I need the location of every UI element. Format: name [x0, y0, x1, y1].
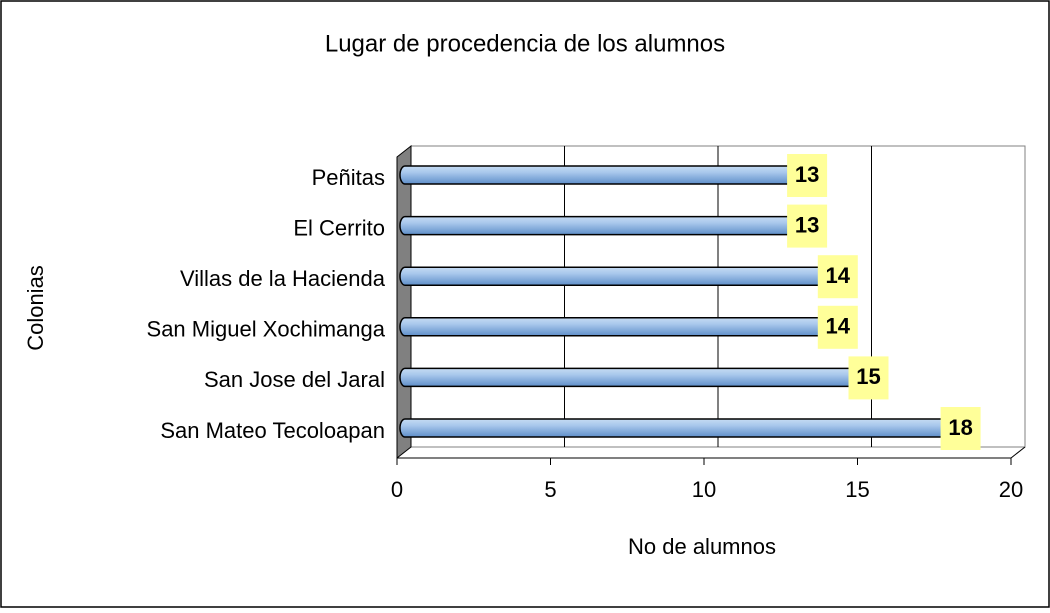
data-label-box — [940, 407, 981, 450]
x-tick-label: 5 — [544, 477, 556, 502]
data-label: 14 — [826, 314, 851, 339]
data-label: 14 — [826, 263, 851, 288]
chart-title: Lugar de procedencia de los alumnos — [325, 30, 725, 57]
bar — [399, 266, 831, 286]
y-tick-label: San Mateo Tecoloapan — [160, 418, 385, 443]
data-label: 18 — [948, 415, 972, 440]
data-label: 13 — [795, 212, 819, 237]
x-axis-title: No de alumnos — [628, 534, 776, 559]
y-tick-label: El Cerrito — [293, 215, 385, 240]
x-tick-label: 20 — [999, 477, 1023, 502]
data-label-box — [817, 305, 858, 349]
data-label-box — [787, 154, 828, 197]
y-axis-title: Colonias — [23, 265, 48, 351]
bar — [399, 418, 954, 438]
bar — [399, 165, 800, 185]
bar — [399, 367, 862, 388]
side-wall — [396, 144, 412, 460]
bar — [399, 215, 800, 236]
y-tick-label: San Miguel Xochimanga — [147, 317, 386, 342]
bar — [399, 317, 831, 337]
data-label: 13 — [795, 162, 819, 187]
y-tick-label: Villas de la Hacienda — [180, 266, 386, 291]
x-tick-label: 15 — [845, 477, 869, 502]
y-tick-label: Peñitas — [312, 165, 385, 190]
x-tick-label: 10 — [692, 477, 716, 502]
data-label-box — [787, 204, 828, 248]
x-tick-label: 0 — [391, 477, 403, 502]
y-tick-label: San Jose del Jaral — [204, 367, 385, 392]
data-label-box — [848, 356, 889, 400]
data-label: 15 — [856, 364, 880, 389]
data-label-box — [817, 255, 858, 299]
